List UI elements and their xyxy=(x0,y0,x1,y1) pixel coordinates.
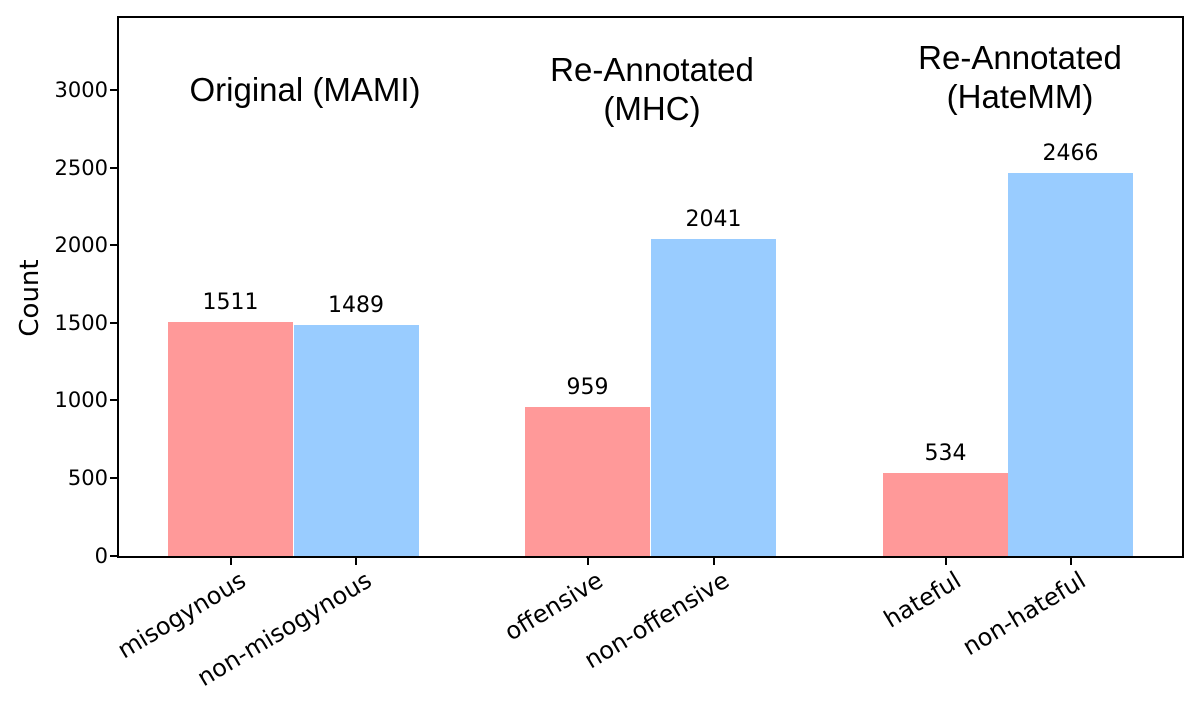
bar-value-label: 1489 xyxy=(328,292,384,318)
y-tick xyxy=(110,89,119,91)
bar-value-label: 959 xyxy=(566,375,609,401)
bar-value-label: 534 xyxy=(924,441,967,467)
x-tick xyxy=(944,556,947,565)
bar xyxy=(525,407,650,556)
group-title: Original (MAMI) xyxy=(189,70,420,109)
bar xyxy=(651,239,776,556)
y-tick-label: 2500 xyxy=(54,155,108,180)
y-tick-label: 2000 xyxy=(54,233,108,258)
group-title: Re-Annotated (HateMM) xyxy=(918,38,1122,116)
group-title-line: Re-Annotated xyxy=(550,51,754,88)
y-tick xyxy=(110,554,119,557)
y-tick xyxy=(110,321,119,324)
x-tick xyxy=(1069,556,1072,565)
y-tick xyxy=(110,166,119,169)
x-tick xyxy=(355,556,357,565)
x-tick xyxy=(586,556,589,565)
x-tick-label: offensive xyxy=(499,566,608,647)
y-tick xyxy=(110,399,119,402)
y-tick-label: 0 xyxy=(94,543,108,568)
x-tick-label: non-hateful xyxy=(958,566,1091,662)
group-title-line: (HateMM) xyxy=(946,78,1094,115)
group-title: Re-Annotated (MHC) xyxy=(550,50,754,128)
x-tick xyxy=(712,556,715,565)
y-tick xyxy=(110,476,119,479)
group-title-line: (MHC) xyxy=(603,90,701,127)
y-tick-label: 3000 xyxy=(54,78,108,102)
bar xyxy=(168,321,293,556)
bar xyxy=(1008,173,1133,556)
bar xyxy=(293,324,419,556)
x-tick xyxy=(229,556,232,565)
y-tick xyxy=(110,244,119,247)
bar-value-label: 2466 xyxy=(1042,141,1099,167)
group-title-line: Original (MAMI) xyxy=(189,71,421,108)
bar-value-label: 1511 xyxy=(202,289,259,315)
y-tick-label: 1500 xyxy=(54,310,108,335)
plot-area: 1511 1489 Original (MAMI) 959 2041 Re-Annotat… xyxy=(117,16,1184,558)
bar xyxy=(883,473,1008,556)
x-tick-label: hateful xyxy=(879,566,966,634)
y-tick-label: 1000 xyxy=(54,388,108,413)
bar-value-label: 2041 xyxy=(685,207,742,233)
group-title-line: Re-Annotated xyxy=(918,39,1122,76)
y-tick-label: 500 xyxy=(67,465,108,490)
